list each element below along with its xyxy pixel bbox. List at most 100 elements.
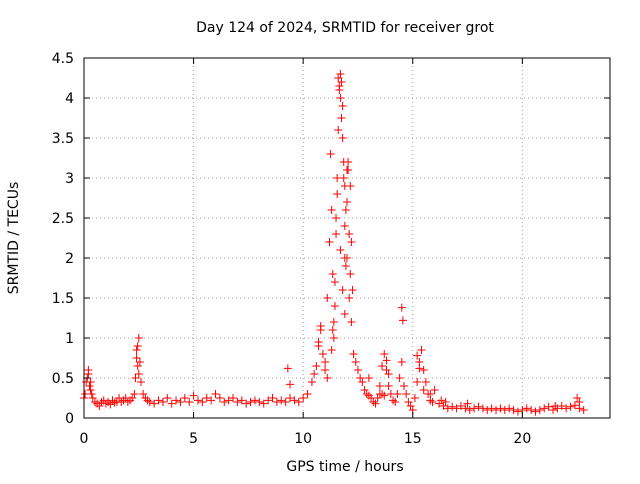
y-tick-label: 3.5	[52, 131, 74, 147]
data-point	[338, 102, 347, 110]
data-point	[347, 238, 356, 246]
data-point	[419, 386, 428, 394]
data-point	[176, 398, 185, 406]
data-point	[338, 134, 347, 142]
data-point	[134, 334, 143, 342]
data-point	[437, 396, 446, 405]
data-point	[465, 406, 474, 414]
data-point	[312, 362, 321, 370]
data-point	[85, 382, 94, 390]
data-point	[391, 398, 400, 406]
data-point	[378, 390, 387, 398]
data-point	[185, 398, 194, 406]
data-point	[259, 399, 268, 408]
data-point	[384, 370, 393, 378]
data-point	[551, 402, 560, 410]
x-tick-label: 5	[189, 431, 198, 447]
data-point	[336, 70, 345, 78]
y-tick-label: 2	[65, 251, 74, 267]
y-axis-label: SRMTID / TECUs	[6, 182, 22, 295]
data-point	[145, 398, 154, 406]
data-point	[393, 390, 402, 398]
y-axis-ticks: 0 0.5 1 1.5 2 2.5 3 3.5 4 4.5	[52, 51, 610, 427]
chart-title: Day 124 of 2024, SRMTID for receiver gro…	[196, 20, 494, 36]
data-point	[158, 398, 167, 406]
plot-frame	[83, 57, 611, 419]
data-point	[375, 382, 384, 390]
grid	[84, 58, 610, 418]
data-point	[474, 402, 483, 411]
data-point	[86, 386, 95, 394]
data-point	[139, 390, 148, 398]
data-point	[470, 404, 479, 413]
data-point	[250, 396, 259, 405]
data-point	[441, 398, 450, 406]
data-point	[277, 396, 286, 405]
data-point	[345, 294, 354, 302]
data-point	[130, 390, 139, 398]
data-point	[316, 322, 325, 330]
data-point	[579, 406, 588, 414]
data-point	[378, 362, 387, 370]
data-point	[384, 382, 393, 390]
data-point	[229, 394, 238, 402]
data-point	[410, 394, 419, 402]
data-point	[463, 399, 472, 408]
data-point	[348, 286, 357, 294]
data-point	[133, 362, 142, 370]
data-point	[198, 398, 207, 406]
data-point	[323, 294, 332, 302]
data-point	[246, 398, 255, 406]
data-point	[448, 402, 457, 411]
data-point	[333, 190, 342, 198]
data-point	[163, 394, 172, 402]
data-point	[134, 370, 143, 378]
data-point	[413, 378, 422, 386]
data-point	[328, 270, 337, 278]
data-point	[330, 302, 339, 310]
data-point	[461, 404, 470, 413]
data-point	[573, 394, 582, 402]
data-point	[332, 214, 341, 222]
data-point	[443, 404, 452, 413]
data-point	[380, 391, 389, 400]
data-point	[233, 398, 242, 406]
data-point	[380, 350, 389, 358]
data-point	[535, 406, 544, 414]
data-point	[237, 396, 246, 405]
data-point	[326, 150, 335, 158]
data-point	[154, 396, 163, 405]
data-point	[336, 246, 345, 254]
data-points	[80, 70, 588, 416]
data-point	[123, 398, 132, 406]
data-point	[351, 358, 360, 366]
data-point	[397, 358, 406, 366]
data-point	[340, 310, 349, 318]
data-point	[345, 230, 354, 238]
data-point	[428, 398, 437, 406]
data-point	[202, 394, 211, 402]
data-point	[264, 396, 273, 405]
data-point	[570, 401, 579, 410]
data-point	[242, 399, 251, 408]
data-point	[456, 402, 465, 410]
data-point	[404, 398, 413, 406]
data-point	[358, 378, 367, 386]
data-point	[340, 254, 349, 262]
data-point	[336, 94, 345, 102]
data-point	[224, 396, 233, 405]
data-point	[281, 398, 290, 406]
data-point	[189, 391, 198, 400]
data-point	[329, 318, 338, 326]
data-point	[303, 390, 312, 398]
x-axis-label: GPS time / hours	[286, 459, 403, 475]
y-tick-label: 0	[65, 411, 74, 427]
data-point	[343, 166, 351, 174]
data-point	[419, 366, 428, 374]
data-point	[483, 406, 492, 414]
data-point	[346, 270, 355, 278]
data-point	[426, 390, 435, 398]
y-tick-label: 3	[65, 171, 74, 187]
data-point	[335, 82, 344, 90]
